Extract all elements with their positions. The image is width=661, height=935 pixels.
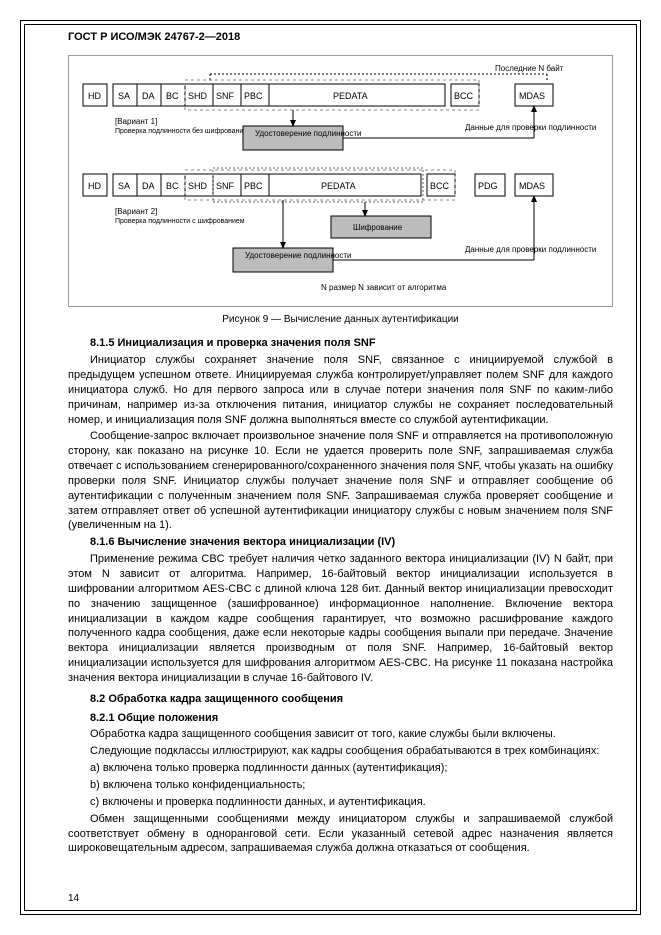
svg-text:Проверка подлинности с шифрова: Проверка подлинности с шифрованием bbox=[115, 218, 245, 225]
section-8-2-1-p3: Обмен защищенными сообщениями между иниц… bbox=[68, 812, 613, 857]
svg-text:N размер N зависит от алгоритм: N размер N зависит от алгоритма bbox=[321, 283, 447, 292]
svg-text:HD: HD bbox=[88, 91, 101, 101]
top-frame: HD SA DA BC SHD SNF PBC PEDATA BCC MDAS bbox=[83, 84, 553, 106]
figure-svg: Последние N байт HD SA DA BC SHD SNF PB bbox=[75, 62, 603, 300]
svg-text:PBC: PBC bbox=[244, 91, 263, 101]
section-8-1-6-p1: Применение режима CBC требует наличия че… bbox=[68, 552, 613, 686]
auth-box-1: Удостоверение подлинности bbox=[255, 129, 362, 138]
svg-text:SA: SA bbox=[118, 181, 130, 191]
svg-text:MDAS: MDAS bbox=[519, 91, 545, 101]
svg-text:[Вариант 1]: [Вариант 1] bbox=[115, 117, 157, 126]
svg-text:SNF: SNF bbox=[216, 91, 235, 101]
bottom-frame: HD SA DA BC SHD SNF PBC PEDATA BCC PDG M… bbox=[83, 174, 553, 196]
svg-text:PEDATA: PEDATA bbox=[321, 181, 356, 191]
svg-text:[Вариант 2]: [Вариант 2] bbox=[115, 207, 157, 216]
cipher-box: Шифрование bbox=[353, 223, 403, 232]
svg-text:Последние N байт: Последние N байт bbox=[495, 64, 564, 73]
page: ГОСТ Р ИСО/МЭК 24767-2—2018 Последние N … bbox=[0, 0, 661, 935]
section-8-2-1-p2: Следующие подклассы иллюстрируют, как ка… bbox=[68, 744, 613, 759]
svg-text:MDAS: MDAS bbox=[519, 181, 545, 191]
auth-box-2: Удостоверение подлинности bbox=[245, 251, 352, 260]
svg-text:PEDATA: PEDATA bbox=[333, 91, 368, 101]
svg-text:Проверка подлинности без шифро: Проверка подлинности без шифрования bbox=[115, 127, 247, 135]
figure-caption: Рисунок 9 — Вычисление данных аутентифик… bbox=[68, 313, 613, 327]
section-8-1-5-title: 8.1.5 Инициализация и проверка значения … bbox=[90, 337, 376, 349]
svg-text:BCC: BCC bbox=[454, 91, 474, 101]
section-8-2-1-b: b) включена только конфиденциальность; bbox=[68, 778, 613, 793]
section-8-2-1-a: a) включена только проверка подлинности … bbox=[68, 761, 613, 776]
svg-text:Данные для проверки подлинност: Данные для проверки подлинности bbox=[465, 123, 596, 132]
svg-text:SA: SA bbox=[118, 91, 130, 101]
svg-text:BC: BC bbox=[166, 91, 179, 101]
svg-text:PDG: PDG bbox=[478, 181, 498, 191]
svg-text:SHD: SHD bbox=[188, 91, 208, 101]
svg-text:HD: HD bbox=[88, 181, 101, 191]
svg-text:DA: DA bbox=[142, 91, 155, 101]
svg-text:SHD: SHD bbox=[188, 181, 208, 191]
figure-9: Последние N байт HD SA DA BC SHD SNF PB bbox=[68, 55, 613, 307]
svg-text:SNF: SNF bbox=[216, 181, 235, 191]
section-8-2-1-title: 8.2.1 Общие положения bbox=[90, 712, 218, 724]
section-8-1-5-p1: Инициатор службы сохраняет значение поля… bbox=[68, 353, 613, 427]
section-8-1-5-p2: Сообщение-запрос включает произвольное з… bbox=[68, 429, 613, 533]
section-8-2-1-c: c) включены и проверка подлинности данны… bbox=[68, 795, 613, 810]
svg-text:BC: BC bbox=[166, 181, 179, 191]
section-8-2-1-p1: Обработка кадра защищенного сообщения за… bbox=[68, 727, 613, 742]
page-number: 14 bbox=[68, 892, 79, 906]
document-id: ГОСТ Р ИСО/МЭК 24767-2—2018 bbox=[68, 30, 613, 45]
section-8-2-title: 8.2 Обработка кадра защищенного сообщени… bbox=[90, 693, 343, 705]
svg-text:PBC: PBC bbox=[244, 181, 263, 191]
section-8-1-6-title: 8.1.6 Вычисление значения вектора инициа… bbox=[90, 536, 395, 548]
svg-text:Данные для проверки подлинност: Данные для проверки подлинности bbox=[465, 245, 596, 254]
svg-text:BCC: BCC bbox=[430, 181, 450, 191]
svg-text:DA: DA bbox=[142, 181, 155, 191]
